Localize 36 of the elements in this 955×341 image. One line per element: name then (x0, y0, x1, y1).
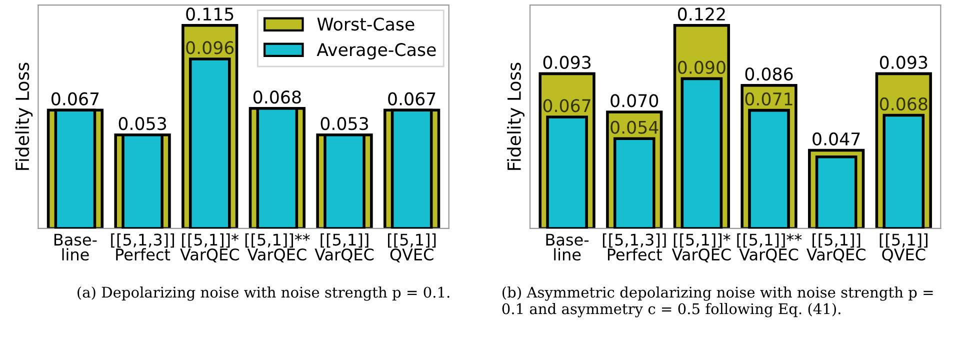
data-label: 0.068 (880, 97, 928, 111)
y-axis-title: Fidelity Loss (506, 62, 524, 170)
data-label: 0.047 (812, 132, 860, 146)
data-label: 0.115 (186, 8, 234, 21)
data-label: 0.122 (678, 8, 725, 21)
legend-label: Worst-Case (317, 18, 414, 31)
x-tick-label: [[5,1]]* VarQEC (672, 233, 731, 262)
data-label: 0.093 (880, 56, 928, 69)
data-label: 0.071 (745, 92, 792, 106)
x-tick-label: [[5,1]] VarQEC (806, 233, 866, 262)
x-tick-label: [[5,1,3]] Perfect (111, 233, 174, 261)
x-tick-label: [[5,1]]** VarQEC (245, 233, 310, 262)
data-label: 0.086 (745, 67, 793, 81)
data-label: 0.090 (678, 60, 726, 74)
x-tick-label: [[5,1]]* VarQEC (180, 233, 239, 262)
text: (a) Depolarizing noise with noise strength p = 0.1. (78, 286, 450, 301)
x-tick-label: Base- line (54, 234, 97, 261)
data-label: 0.067 (543, 99, 590, 112)
data-label: 0.054 (610, 120, 658, 134)
data-label: 0.053 (118, 117, 166, 130)
data-label: 0.070 (610, 94, 658, 108)
data-label: 0.068 (253, 90, 301, 104)
data-label: 0.096 (186, 41, 234, 54)
x-tick-label: [[5,1,3]] Perfect (602, 233, 666, 261)
x-tick-label: [[5,1]] QVEC (388, 233, 436, 262)
x-tick-label: [[5,1]] VarQEC (314, 233, 374, 262)
y-axis-title: Fidelity Loss (15, 62, 33, 170)
data-label: 0.067 (52, 92, 99, 106)
x-tick-label: Base- line (546, 234, 589, 261)
legend-label: Average-Case (316, 43, 436, 60)
x-tick-label: [[5,1]]** VarQEC (737, 233, 802, 262)
data-label: 0.093 (543, 56, 591, 69)
text: (b) Asymmetric depolarizing noise with noise strength p = 0.1 and asymmetry c = 0.5 following Eq. (41). (502, 286, 933, 318)
data-label: 0.067 (388, 92, 436, 106)
x-tick-label: [[5,1]] QVEC (880, 233, 928, 262)
data-label: 0.053 (320, 117, 368, 130)
